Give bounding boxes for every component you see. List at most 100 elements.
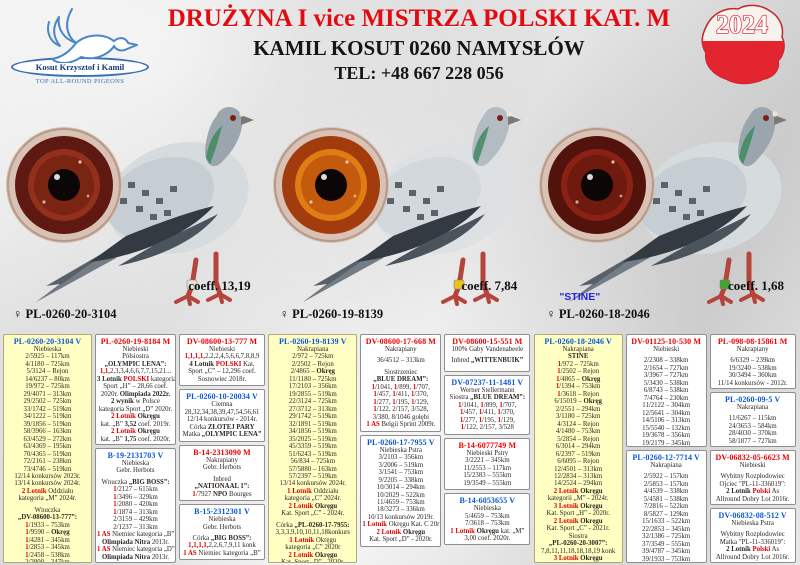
pedigree-ring-number: DV-01125-10-530 M bbox=[631, 337, 702, 346]
pedigree-line: Inbred bbox=[213, 475, 231, 483]
pedigree-line: Siostra bbox=[568, 532, 588, 540]
pedigree-line: 1/122, 2/157, 3/528 bbox=[460, 424, 514, 432]
pedigree-line: 7/3618 – 753km bbox=[465, 520, 510, 528]
pedigree-ring-number: DV-06832-05-6623 M bbox=[715, 453, 790, 462]
pedigree-line: „PL-0260-20-3007”: bbox=[548, 540, 608, 548]
pedigree-line: 2/2551 – 294km bbox=[555, 405, 601, 413]
pedigree-line: Inbred „WITTENBUIK” bbox=[451, 357, 524, 365]
pedigree-line: Niebieski bbox=[122, 346, 149, 353]
pedigree-line: 14/5106 – 313km bbox=[642, 417, 691, 425]
pedigree-line: Nakrapiany bbox=[206, 456, 238, 464]
pedigree-box: DV-06832-08-512 V Niebieska Pstra Wybitny … bbox=[709, 508, 796, 563]
pedigree-ring-number: PL-0260-19-8184 M bbox=[100, 337, 171, 346]
pedigree-line: Niebieska bbox=[208, 516, 236, 524]
pedigree-line: 39/1933 – 753km bbox=[642, 555, 691, 563]
pedigree-line: 4 Lotnik POLSKI Kat. bbox=[189, 360, 255, 368]
pedigree-line: 19/3678 – 356km bbox=[642, 432, 691, 440]
pigeon-body bbox=[569, 107, 788, 306]
coefficient-label: coeff. 7,84 bbox=[461, 278, 518, 293]
pedigree-ring-number: B-15-2312301 V bbox=[194, 507, 250, 517]
pedigree-line: 3/1180 – 725km bbox=[556, 413, 601, 421]
pedigree-line: Sosnowiec 2018r. bbox=[197, 375, 247, 383]
pedigree-line: kat. „B” 3,52 coef. 2019r. bbox=[100, 420, 171, 428]
pedigree-line: 1/122, 2/157, 3/528, bbox=[373, 406, 429, 414]
eye-closeup bbox=[6, 127, 122, 243]
pedigree-line: 56/834 – 725km bbox=[290, 458, 336, 466]
pedigree-line: Wybitny Rozpłodowiec bbox=[720, 473, 785, 481]
pedigree-line: 3/2103 – 356km bbox=[378, 454, 424, 462]
pedigree-line: 3/1541 – 753km bbox=[378, 469, 424, 477]
pedigree-box: PL-0260-19-8184 M Niebieski Półsiostra „OLY… bbox=[95, 334, 176, 446]
pedigree-line: Wybitny Rozpłodowiec bbox=[720, 531, 785, 539]
pedigree-ring-number: B-14-6077749 M bbox=[458, 440, 517, 450]
pedigree-line: 10/3014 – 294km bbox=[376, 484, 425, 492]
pedigree-line: 1/1041, 1/899, 1/707, bbox=[458, 401, 517, 409]
pedigree-line: 1/1933 – 753km bbox=[25, 521, 70, 529]
pedigree-line: 14/6237 – 80km bbox=[25, 375, 70, 383]
leg-ring-band bbox=[186, 279, 198, 290]
pedigree-line: 2/2502 – Rejon bbox=[291, 360, 334, 368]
pedigree-line: Siostra „BLUE DREAM”: bbox=[449, 394, 526, 402]
pedigree-line: 7/2816 – 522km bbox=[643, 503, 689, 511]
pedigree-ring-number: B-14-2313090 M bbox=[193, 447, 251, 457]
pedigree-line: 1/277, 1/195, 1/129, bbox=[459, 416, 515, 424]
pedigree-ring-number: DV-08600-15-551 M bbox=[452, 337, 523, 346]
pedigree-line: 32/1386 – 725km bbox=[642, 533, 691, 541]
pedigree-line: 24/3653 – 584km bbox=[728, 422, 777, 430]
pedigree-box: B-14-2313090 M Nakrapiany Gebr. Herbots Inb… bbox=[179, 444, 265, 502]
pedigree-ring-number: PL-0260-09-5 V bbox=[725, 395, 781, 404]
pedigree-ring-number: DV-08600-13-777 M bbox=[186, 337, 258, 346]
pigeon-photos-row: coeff. 13,19 ♀ PL-0260-20-3104 coeff. 7,84… bbox=[0, 90, 800, 332]
pigeon-photo bbox=[6, 107, 254, 306]
pedigree-line: Sport „H” – 28,66 coef. bbox=[103, 383, 168, 391]
phone-number: TEL: +48 667 228 056 bbox=[334, 63, 504, 83]
pedigree-line: 28,32,34,38,39,47,54,56,61 bbox=[184, 408, 260, 416]
pedigree-line: 11/1180 – 725km bbox=[289, 375, 337, 383]
pedigree-line: 1/1394 – 753km bbox=[555, 383, 601, 391]
coefficient-label: coeff. 13,19 bbox=[188, 278, 251, 293]
pedigree-line: Niebieska bbox=[473, 505, 501, 513]
pedigree-line: Nakrapiana bbox=[562, 346, 594, 353]
pedigree-box: DV-07237-11-1481 V Werner Stellermann Sios… bbox=[444, 374, 531, 435]
pedigree-line: 12/14 konkursów 2023r. bbox=[14, 472, 81, 480]
pedigree-line: 12/2834 – 313km bbox=[554, 472, 603, 480]
pedigree-line: 29/2502 – 725km bbox=[23, 398, 72, 406]
pedigree-line: Kat. Sport „H” - 2020r. bbox=[546, 510, 610, 518]
pedigree-line: 1 Lotnik Okręgu bbox=[289, 536, 337, 544]
pedigree-line: 6/2397 – 519km bbox=[555, 450, 601, 458]
pedigree-box: PL-098-08-15861 M Nakrapiany 6/6329 – 239k… bbox=[709, 334, 796, 389]
pedigree-line: Kat. Sport „D” - 2020r. bbox=[281, 559, 345, 563]
pedigree-line: Niebieska Pstra bbox=[379, 446, 423, 454]
pedigree-line: Niebieski bbox=[653, 346, 680, 353]
pedigree-line: 1,1,1,1,2,2,2,4,5,6,6,7,8,8,9 bbox=[184, 353, 260, 361]
pedigree-line: 39/4787 – 345km bbox=[642, 548, 691, 556]
pedigree-line: „BLUE DREAM”: bbox=[373, 376, 429, 384]
pedigree-line: Niebieska Pstra bbox=[731, 520, 774, 527]
dove-icon bbox=[47, 8, 138, 63]
pedigree-line: 7,8,11,11,18,18,18,19 konk bbox=[541, 547, 616, 555]
pedigree-line: 2 Lotnik Okręgu bbox=[288, 551, 338, 559]
pedigree-line: 2020r. Olimpiada 2022r. bbox=[100, 390, 171, 398]
leg-ring-band bbox=[720, 279, 731, 290]
pedigree-line: 2/2800 – 347km bbox=[25, 559, 70, 563]
pedigree-line: 2/2308 – 338km bbox=[643, 357, 689, 365]
pedigree-line: 4/1180 – 725km bbox=[25, 360, 70, 368]
pigeon-panel: coeff. 1,68 "STINE" ♀ PL-0260-18-2046 bbox=[533, 90, 800, 332]
pigeon-name: "STINE" bbox=[559, 291, 601, 303]
pedigree-line: 2 Lotnik Okręgu bbox=[288, 502, 338, 510]
pedigree-line: 11/14 konkursów - 2012r. bbox=[717, 379, 788, 387]
pedigree-box: DV-08600-13-777 M Niebieski 1,1,1,1,2,2,2,… bbox=[179, 334, 265, 387]
pedigree-line: 58/1877 – 727km bbox=[728, 437, 777, 445]
pedigree-box: PL-0260-17-7955 V Niebieska Pstra 3/2103 –… bbox=[360, 434, 442, 547]
pedigree-line: 2 Lotnik Okręgu bbox=[553, 487, 603, 495]
fancier-name: KAMIL KOSUT 0260 NAMYSŁÓW bbox=[253, 36, 585, 60]
pedigree-box: PL-0260-10-20034 V Ciemna 28,32,34,38,39,4… bbox=[179, 389, 265, 442]
pedigree-line: Gebr. Herbots bbox=[202, 523, 242, 531]
pedigree-line: Ojciec "PL-11-336019": bbox=[719, 480, 786, 488]
pedigree-line: Córka „PL-0260-17-7955: bbox=[276, 521, 350, 529]
pedigree-line: 100% Gaby Vandenabeele bbox=[451, 346, 524, 353]
pedigree-line: 1/457, 1/411, 1/370, bbox=[459, 409, 515, 417]
pedigree-line: Kat. Sport „D” - 2020r. bbox=[369, 536, 433, 544]
pedigree-line bbox=[446, 365, 528, 369]
pedigree-line: Kat. Sport „C” - 2024r. bbox=[281, 510, 345, 518]
